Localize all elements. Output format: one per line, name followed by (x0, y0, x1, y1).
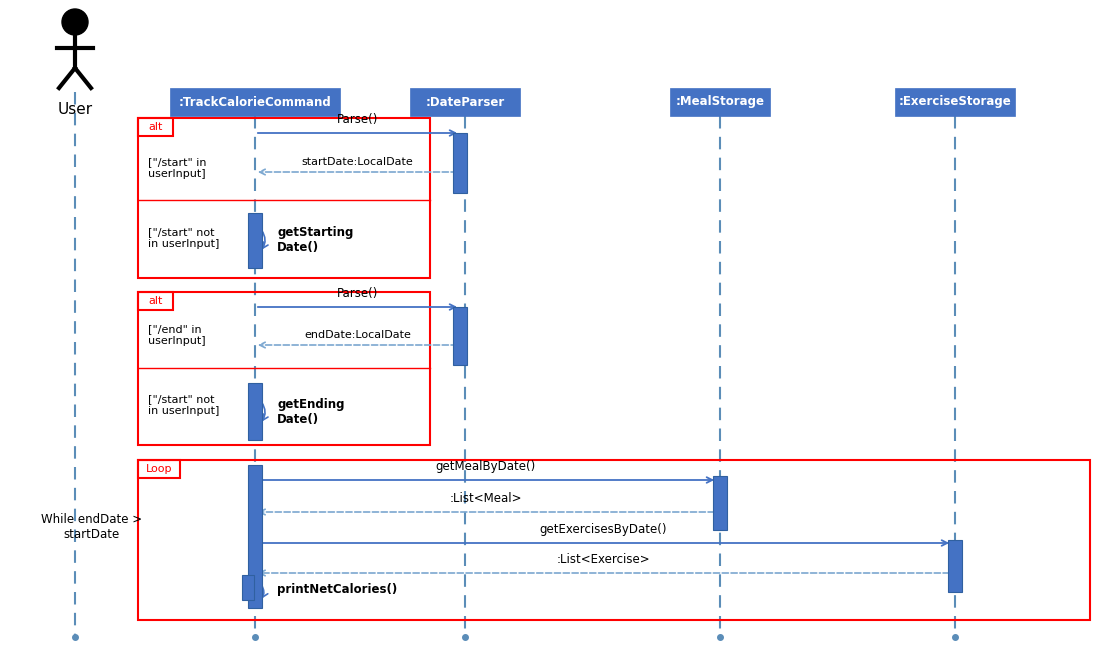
Text: startDate:LocalDate: startDate:LocalDate (301, 157, 413, 167)
Text: getEnding
Date(): getEnding Date() (277, 398, 344, 426)
Bar (138, 460, 1090, 620)
Bar (138, 292, 429, 445)
Text: Parse(): Parse() (337, 113, 379, 126)
Bar (138, 118, 173, 136)
Text: getStarting
Date(): getStarting Date() (277, 226, 353, 254)
Text: :List<Exercise>: :List<Exercise> (556, 553, 650, 566)
Text: getExercisesByDate(): getExercisesByDate() (540, 523, 667, 536)
Bar (242, 575, 254, 600)
FancyBboxPatch shape (170, 88, 340, 116)
Text: :TrackCalorieCommand: :TrackCalorieCommand (179, 96, 331, 109)
Text: Loop: Loop (146, 464, 172, 474)
Bar (248, 465, 262, 608)
Text: ["/start" not
in userInput]: ["/start" not in userInput] (148, 227, 220, 249)
Text: :List<Meal>: :List<Meal> (449, 492, 522, 505)
Text: Parse(): Parse() (337, 287, 379, 300)
Text: :ExerciseStorage: :ExerciseStorage (899, 96, 1011, 109)
Text: alt: alt (148, 296, 162, 306)
Bar (453, 307, 467, 365)
Bar (248, 383, 262, 440)
Bar (248, 213, 262, 268)
Text: User: User (57, 102, 93, 117)
Bar (138, 460, 180, 478)
Bar (138, 292, 173, 310)
FancyBboxPatch shape (895, 88, 1015, 116)
Text: ["/start" not
in userInput]: ["/start" not in userInput] (148, 394, 220, 416)
FancyBboxPatch shape (670, 88, 769, 116)
Text: ["/start" in
userInput]: ["/start" in userInput] (148, 157, 206, 179)
Bar (948, 540, 962, 592)
Text: getMealByDate(): getMealByDate() (436, 460, 537, 473)
Text: endDate:LocalDate: endDate:LocalDate (304, 330, 411, 340)
Circle shape (62, 9, 88, 35)
Bar (713, 476, 728, 530)
FancyBboxPatch shape (410, 88, 520, 116)
Text: printNetCalories(): printNetCalories() (277, 584, 397, 597)
Text: While endDate >
startDate: While endDate > startDate (42, 513, 142, 541)
Bar (138, 118, 429, 278)
Text: :DateParser: :DateParser (425, 96, 505, 109)
Text: ["/end" in
userInput]: ["/end" in userInput] (148, 324, 205, 346)
Bar (453, 133, 467, 193)
Text: alt: alt (148, 122, 162, 132)
Text: :MealStorage: :MealStorage (676, 96, 764, 109)
